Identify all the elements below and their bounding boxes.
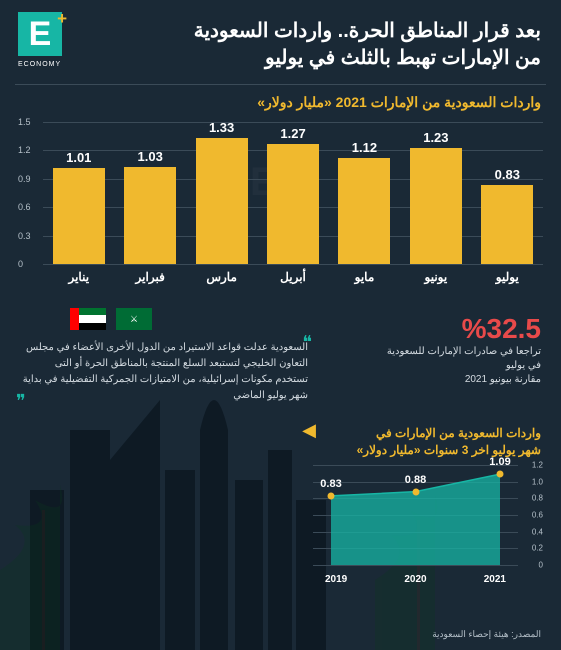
bar-rect: [410, 148, 462, 264]
bar-xlabel: يوليو: [477, 270, 537, 284]
bar-ytick: 0.9: [18, 174, 40, 184]
bar-value: 1.01: [66, 150, 91, 165]
flag-uae: [70, 308, 106, 330]
lc-point: [328, 492, 335, 499]
bar-ytick: 0: [18, 259, 40, 269]
line-chart-title: واردات السعودية من الإمارات في شهر يوليو…: [357, 425, 541, 459]
lc-point: [497, 471, 504, 478]
lc-title-l2: شهر يوليو اخر 3 سنوات «مليار دولار»: [357, 442, 541, 459]
bar: 0.83: [477, 167, 537, 264]
headline-line2: من الإمارات تهبط بالثلث في يوليو: [72, 45, 541, 72]
logo-sub: ECONOMY: [16, 61, 63, 68]
stat-block: %32.5 تراجعا في صادرات الإمارات للسعودية…: [371, 313, 541, 387]
lc-xlabel: 2019: [325, 574, 347, 585]
bar-ytick: 0.3: [18, 231, 40, 241]
lc-title-l1: واردات السعودية من الإمارات في: [357, 425, 541, 442]
headline: بعد قرار المناطق الحرة.. واردات السعودية…: [72, 18, 541, 72]
arrow-icon: ◀: [302, 420, 316, 441]
headline-line1: بعد قرار المناطق الحرة.. واردات السعودية: [72, 18, 541, 45]
divider: [15, 84, 546, 85]
bar-ytick: 0.6: [18, 202, 40, 212]
bar: 1.23: [406, 130, 466, 264]
bar-ytick: 1.5: [18, 117, 40, 127]
logo: E + ECONOMY: [14, 12, 62, 60]
bar: 1.27: [263, 126, 323, 264]
lc-ytick: 0.2: [521, 544, 543, 553]
bar-rect: [124, 167, 176, 265]
lc-ytick: 1.0: [521, 477, 543, 486]
bar-rect: [196, 138, 248, 264]
bar-ytick: 1.2: [18, 145, 40, 155]
bar-rect: [267, 144, 319, 264]
lc-value: 0.83: [320, 478, 341, 490]
quote-text: السعودية عدلت قواعد الاستيراد من الدول ا…: [20, 336, 308, 408]
lc-ytick: 0.4: [521, 527, 543, 536]
bar-chart: 00.30.60.91.21.5 1.011.031.331.271.121.2…: [18, 122, 543, 282]
bar-value: 1.23: [423, 130, 448, 145]
bar-rect: [481, 185, 533, 264]
lc-value: 0.88: [405, 474, 426, 486]
bar: 1.01: [49, 150, 109, 264]
lc-ytick: 0.6: [521, 511, 543, 520]
bar-value: 1.27: [280, 126, 305, 141]
bar-xlabel: يونيو: [406, 270, 466, 284]
lc-point: [412, 488, 419, 495]
bar-rect: [53, 168, 105, 264]
lc-ytick: 0.8: [521, 494, 543, 503]
bar-value: 1.12: [352, 140, 377, 155]
lc-ytick: 0: [521, 561, 543, 570]
bar-xlabel: مارس: [192, 270, 252, 284]
lc-xlabel: 2021: [484, 574, 506, 585]
flags: ⚔: [70, 308, 152, 330]
bar: 1.03: [120, 149, 180, 265]
line-chart: 00.20.40.60.81.01.2 1.090.880.83 2019202…: [313, 465, 543, 583]
lc-value: 1.09: [489, 456, 510, 468]
bar: 1.12: [334, 140, 394, 264]
bar-xlabel: فبراير: [120, 270, 180, 284]
logo-letter: E: [29, 15, 52, 54]
bar: 1.33: [192, 120, 252, 264]
bar-value: 0.83: [495, 167, 520, 182]
lc-xlabel: 2020: [404, 574, 426, 585]
bar-value: 1.03: [138, 149, 163, 164]
stat-desc1: تراجعا في صادرات الإمارات للسعودية في يو…: [371, 345, 541, 373]
lc-ytick: 1.2: [521, 461, 543, 470]
stat-desc2: مقارنة بيونيو 2021: [371, 373, 541, 387]
bar-xlabel: أبريل: [263, 270, 323, 284]
stat-value: %32.5: [371, 313, 541, 345]
plus-icon: +: [57, 9, 67, 29]
subtitle: واردات السعودية من الإمارات 2021 «مليار …: [257, 94, 541, 111]
bar-rect: [338, 158, 390, 264]
bar-value: 1.33: [209, 120, 234, 135]
flag-saudi: ⚔: [116, 308, 152, 330]
bar-xlabel: يناير: [49, 270, 109, 284]
source: المصدر: هيئة إحصاء السعودية: [432, 629, 541, 640]
bar-xlabel: مايو: [334, 270, 394, 284]
